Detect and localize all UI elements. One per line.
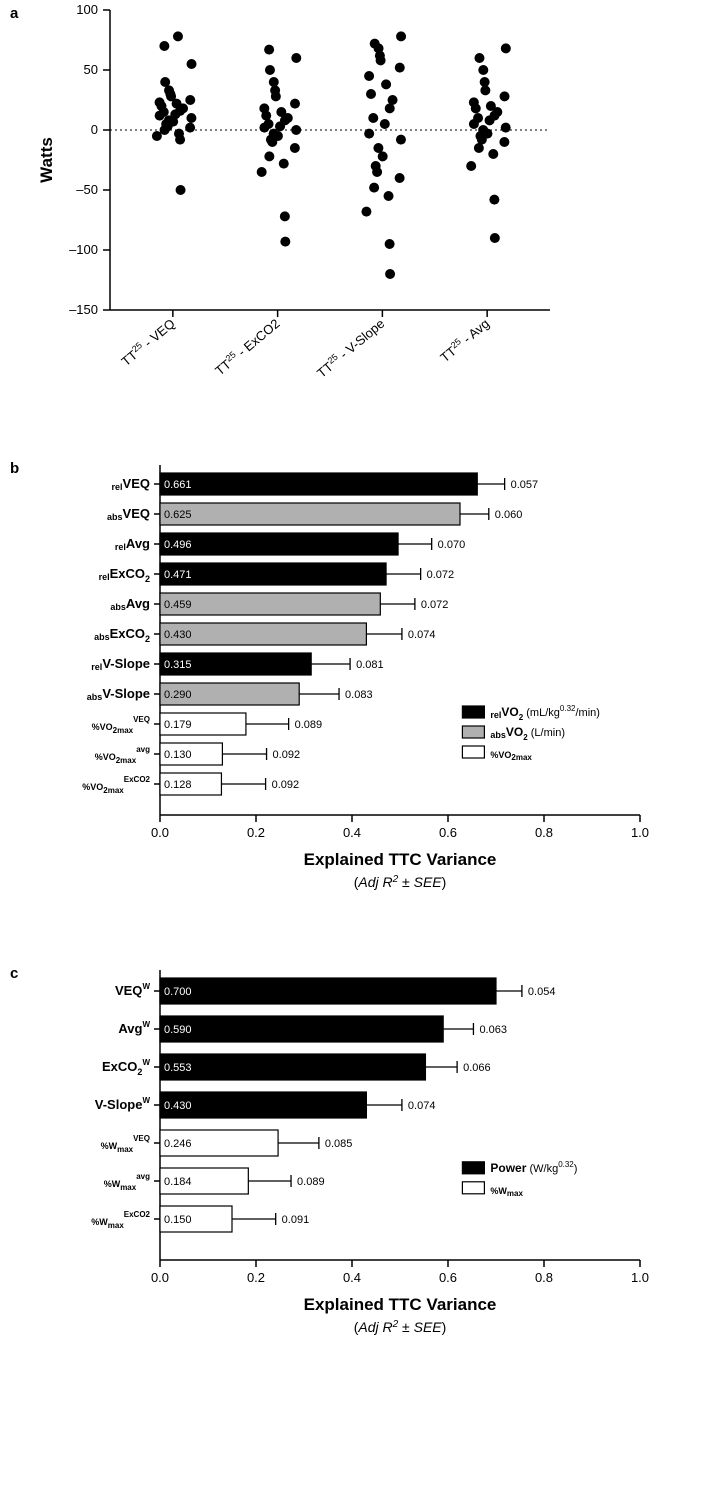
panel-b: b 0.0 0.2 0.4 0.6 0.8 1.0 Explained TTC Varian…: [0, 455, 709, 930]
svg-text:0.496: 0.496: [164, 539, 192, 551]
svg-text:0.054: 0.054: [528, 986, 556, 998]
svg-text:absVO2 (L/min): absVO2 (L/min): [490, 725, 565, 742]
svg-text:0.430: 0.430: [164, 629, 192, 641]
svg-text:%WmaxExCO2: %WmaxExCO2: [91, 1210, 150, 1230]
svg-text:0.063: 0.063: [479, 1024, 507, 1036]
panel-c-label: c: [10, 965, 18, 982]
svg-text:0.700: 0.700: [164, 986, 192, 998]
svg-text:VEQW: VEQW: [115, 982, 150, 998]
svg-text:Explained TTC Variance: Explained TTC Variance: [304, 850, 497, 869]
svg-text:50: 50: [84, 62, 98, 77]
svg-text:0.091: 0.091: [282, 1214, 310, 1226]
svg-text:absVEQ: absVEQ: [107, 506, 150, 522]
svg-text:absExCO2: absExCO2: [94, 626, 150, 644]
svg-text:relVO2 (mL/kg0.32/min): relVO2 (mL/kg0.32/min): [490, 704, 600, 722]
svg-text:%WmaxVEQ: %WmaxVEQ: [101, 1134, 150, 1154]
svg-text:0.066: 0.066: [463, 1062, 491, 1074]
svg-text:0.8: 0.8: [535, 1270, 553, 1285]
svg-text:0.184: 0.184: [164, 1176, 192, 1188]
svg-text:0.430: 0.430: [164, 1100, 192, 1112]
svg-text:0.089: 0.089: [297, 1176, 325, 1188]
svg-text:0.0: 0.0: [151, 1270, 169, 1285]
svg-text:relAvg: relAvg: [115, 536, 150, 552]
svg-text:0.0: 0.0: [151, 825, 169, 840]
svg-text:0.060: 0.060: [495, 509, 523, 521]
svg-text:TT25 - Avg: TT25 - Avg: [437, 315, 492, 365]
svg-text:0.471: 0.471: [164, 569, 192, 581]
svg-text:0.072: 0.072: [421, 599, 449, 611]
svg-text:Power (W/kg0.32): Power (W/kg0.32): [490, 1160, 577, 1175]
svg-text:0.092: 0.092: [273, 749, 301, 761]
svg-text:V-SlopeW: V-SlopeW: [95, 1096, 151, 1112]
svg-text:0.083: 0.083: [345, 689, 373, 701]
svg-text:TT25 - VEQ: TT25 - VEQ: [118, 315, 178, 369]
svg-text:0.070: 0.070: [438, 539, 466, 551]
svg-text:0.290: 0.290: [164, 689, 192, 701]
svg-text:TT25 - ExCO2: TT25 - ExCO2: [211, 315, 282, 378]
svg-text:–50: –50: [76, 182, 98, 197]
svg-text:0.315: 0.315: [164, 659, 192, 671]
svg-text:(Adj R2 ± SEE): (Adj R2 ± SEE): [354, 1319, 447, 1336]
svg-text:1.0: 1.0: [631, 1270, 649, 1285]
svg-text:0.6: 0.6: [439, 1270, 457, 1285]
svg-text:0.057: 0.057: [511, 479, 539, 491]
svg-text:0.4: 0.4: [343, 825, 361, 840]
bar-chart-c: 0.0 0.2 0.4 0.6 0.8 1.0 Explained TTC Variance…: [0, 960, 709, 1380]
svg-text:1.0: 1.0: [631, 825, 649, 840]
svg-text:0.150: 0.150: [164, 1214, 192, 1226]
panel-c: c 0.0 0.2 0.4 0.6 0.8 1.0 Explained TTC Varian…: [0, 960, 709, 1385]
svg-text:0.4: 0.4: [343, 1270, 361, 1285]
svg-text:TT25 - V-Slope: TT25 - V-Slope: [313, 315, 387, 381]
svg-text:0.246: 0.246: [164, 1138, 192, 1150]
svg-text:–150: –150: [69, 302, 98, 317]
svg-text:0.2: 0.2: [247, 1270, 265, 1285]
svg-text:%VO2maxVEQ: %VO2maxVEQ: [92, 715, 150, 735]
svg-text:0.072: 0.072: [427, 569, 455, 581]
svg-text:absAvg: absAvg: [110, 596, 150, 612]
svg-text:%VO2max: %VO2max: [490, 750, 532, 762]
svg-text:0.074: 0.074: [408, 629, 436, 641]
svg-text:0.661: 0.661: [164, 479, 192, 491]
svg-text:0.459: 0.459: [164, 599, 192, 611]
svg-text:0.2: 0.2: [247, 825, 265, 840]
svg-text:relExCO2: relExCO2: [99, 566, 150, 584]
panel-b-label: b: [10, 460, 19, 477]
svg-text:relV-Slope: relV-Slope: [91, 656, 150, 672]
svg-text:100: 100: [76, 2, 98, 17]
svg-text:0.085: 0.085: [325, 1138, 353, 1150]
svg-text:%VO2maxExCO2: %VO2maxExCO2: [82, 775, 150, 795]
svg-text:0.6: 0.6: [439, 825, 457, 840]
svg-text:0.092: 0.092: [272, 779, 300, 791]
bar-chart-b: 0.0 0.2 0.4 0.6 0.8 1.0 Explained TTC Variance…: [0, 455, 709, 925]
svg-text:0.590: 0.590: [164, 1024, 192, 1036]
svg-text:Explained TTC Variance: Explained TTC Variance: [304, 1295, 497, 1314]
svg-text:0.130: 0.130: [164, 749, 192, 761]
svg-text:0.8: 0.8: [535, 825, 553, 840]
svg-text:(Adj R2 ± SEE): (Adj R2 ± SEE): [354, 874, 447, 891]
svg-text:ExCO2W: ExCO2W: [102, 1058, 150, 1077]
svg-text:0.081: 0.081: [356, 659, 384, 671]
svg-text:0.089: 0.089: [295, 719, 323, 731]
svg-text:0.553: 0.553: [164, 1062, 192, 1074]
svg-text:absV-Slope: absV-Slope: [87, 686, 150, 702]
svg-text:relVEQ: relVEQ: [112, 476, 150, 492]
panel-a: a –150 –100 –50 0 50 100 Watts TT25 - VEQ TT25 -…: [0, 0, 709, 425]
svg-text:–100: –100: [69, 242, 98, 257]
svg-text:0: 0: [91, 122, 98, 137]
svg-text:0.074: 0.074: [408, 1100, 436, 1112]
svg-text:%Wmax: %Wmax: [490, 1186, 523, 1198]
panel-a-label: a: [10, 5, 18, 22]
svg-text:Watts: Watts: [37, 137, 56, 183]
svg-text:AvgW: AvgW: [118, 1020, 150, 1036]
svg-text:0.625: 0.625: [164, 509, 192, 521]
svg-text:%VO2maxavg: %VO2maxavg: [95, 745, 150, 765]
svg-text:0.128: 0.128: [164, 779, 192, 791]
svg-text:0.179: 0.179: [164, 719, 192, 731]
svg-text:%Wmaxavg: %Wmaxavg: [104, 1172, 150, 1192]
scatter-plot-a: –150 –100 –50 0 50 100 Watts TT25 - VEQ TT25 - E…: [0, 0, 709, 420]
